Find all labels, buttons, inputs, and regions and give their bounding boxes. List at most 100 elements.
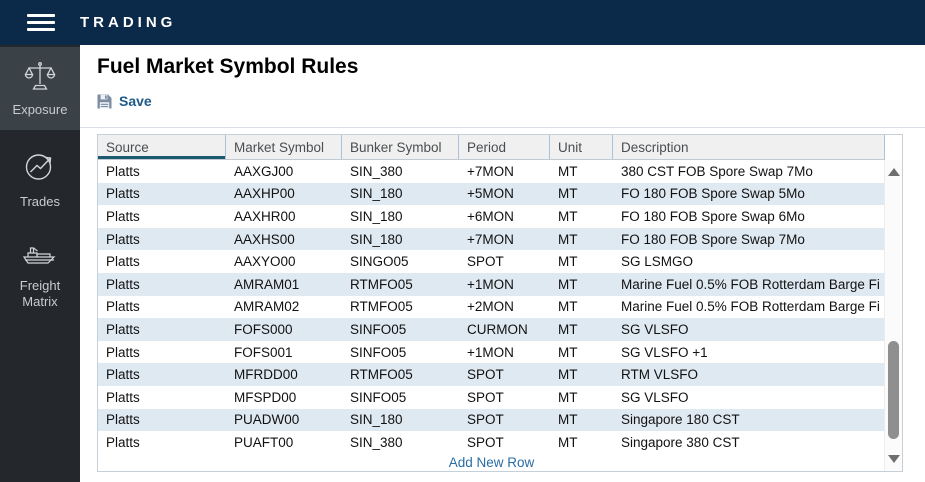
cell-unit[interactable]: MT xyxy=(558,367,578,383)
cell-period[interactable]: +7MON xyxy=(467,231,514,247)
sidebar-item-exposure[interactable]: Exposure xyxy=(0,47,80,130)
column-header-period[interactable]: Period xyxy=(459,135,550,159)
scroll-up-icon[interactable] xyxy=(888,168,900,176)
add-new-row-link[interactable]: Add New Row xyxy=(448,455,535,470)
cell-bunker-symbol[interactable]: RTMFO05 xyxy=(350,299,413,315)
cell-unit[interactable]: MT xyxy=(558,254,578,270)
column-header-description[interactable]: Description xyxy=(613,135,885,159)
table-row[interactable]: Platts MFRDD00 RTMFO05 SPOT MT RTM VLSFO xyxy=(98,363,885,386)
cell-period[interactable]: +7MON xyxy=(467,163,514,179)
cell-market-symbol[interactable]: AAXHR00 xyxy=(234,208,296,224)
cell-source[interactable]: Platts xyxy=(106,412,140,428)
column-header-market-symbol[interactable]: Market Symbol xyxy=(226,135,342,159)
cell-bunker-symbol[interactable]: RTMFO05 xyxy=(350,276,413,292)
table-row[interactable]: Platts AAXYO00 SINGO05 SPOT MT SG LSMGO xyxy=(98,250,885,273)
table-row[interactable]: Platts AAXGJ00 SIN_380 +7MON MT 380 CST … xyxy=(98,160,885,183)
column-header-bunker-symbol[interactable]: Bunker Symbol xyxy=(342,135,459,159)
table-row[interactable]: Platts AAXHR00 SIN_180 +6MON MT FO 180 F… xyxy=(98,205,885,228)
vertical-scrollbar[interactable] xyxy=(884,160,902,471)
cell-source[interactable]: Platts xyxy=(106,231,140,247)
cell-source[interactable]: Platts xyxy=(106,186,140,202)
cell-description[interactable]: Marine Fuel 0.5% FOB Rotterdam Barge Fi xyxy=(621,299,880,315)
cell-description[interactable]: Singapore 380 CST xyxy=(621,434,740,450)
cell-market-symbol[interactable]: MFSPD00 xyxy=(234,389,297,405)
cell-description[interactable]: SG VLSFO +1 xyxy=(621,344,708,360)
cell-source[interactable]: Platts xyxy=(106,367,140,383)
cell-source[interactable]: Platts xyxy=(106,208,140,224)
cell-bunker-symbol[interactable]: SIN_380 xyxy=(350,434,403,450)
cell-market-symbol[interactable]: PUAFT00 xyxy=(234,434,294,450)
cell-unit[interactable]: MT xyxy=(558,186,578,202)
cell-bunker-symbol[interactable]: SIN_180 xyxy=(350,231,403,247)
cell-source[interactable]: Platts xyxy=(106,163,140,179)
cell-period[interactable]: SPOT xyxy=(467,254,504,270)
cell-unit[interactable]: MT xyxy=(558,208,578,224)
cell-bunker-symbol[interactable]: SINFO05 xyxy=(350,389,407,405)
cell-description[interactable]: FO 180 FOB Spore Swap 5Mo xyxy=(621,186,805,202)
table-row[interactable]: Platts MFSPD00 SINFO05 SPOT MT SG VLSFO xyxy=(98,385,885,409)
cell-unit[interactable]: MT xyxy=(558,299,578,315)
cell-source[interactable]: Platts xyxy=(106,276,140,292)
cell-market-symbol[interactable]: FOFS001 xyxy=(234,344,293,360)
cell-unit[interactable]: MT xyxy=(558,321,578,337)
table-row[interactable]: Platts AAXHP00 SIN_180 +5MON MT FO 180 F… xyxy=(98,182,885,206)
cell-description[interactable]: Marine Fuel 0.5% FOB Rotterdam Barge Fi xyxy=(621,276,880,292)
table-row[interactable]: Platts AAXHS00 SIN_180 +7MON MT FO 180 F… xyxy=(98,227,885,251)
cell-period[interactable]: CURMON xyxy=(467,321,528,337)
cell-market-symbol[interactable]: AAXGJ00 xyxy=(234,163,294,179)
cell-period[interactable]: SPOT xyxy=(467,412,504,428)
cell-source[interactable]: Platts xyxy=(106,254,140,270)
cell-market-symbol[interactable]: AAXHS00 xyxy=(234,231,295,247)
table-row[interactable]: Platts AMRAM02 RTMFO05 +2MON MT Marine F… xyxy=(98,295,885,319)
cell-unit[interactable]: MT xyxy=(558,412,578,428)
cell-unit[interactable]: MT xyxy=(558,389,578,405)
cell-bunker-symbol[interactable]: SINGO05 xyxy=(350,254,409,270)
cell-description[interactable]: SG VLSFO xyxy=(621,389,689,405)
cell-bunker-symbol[interactable]: SIN_180 xyxy=(350,208,403,224)
cell-market-symbol[interactable]: FOFS000 xyxy=(234,321,293,337)
cell-bunker-symbol[interactable]: SIN_180 xyxy=(350,186,403,202)
cell-market-symbol[interactable]: PUADW00 xyxy=(234,412,300,428)
cell-period[interactable]: SPOT xyxy=(467,434,504,450)
cell-bunker-symbol[interactable]: RTMFO05 xyxy=(350,367,413,383)
save-button[interactable]: Save xyxy=(97,93,152,109)
column-header-source[interactable]: Source xyxy=(98,135,226,159)
cell-unit[interactable]: MT xyxy=(558,344,578,360)
table-row[interactable]: Platts PUADW00 SIN_180 SPOT MT Singapore… xyxy=(98,408,885,432)
cell-source[interactable]: Platts xyxy=(106,321,140,337)
cell-market-symbol[interactable]: AMRAM01 xyxy=(234,276,300,292)
table-row[interactable]: Platts FOFS001 SINFO05 +1MON MT SG VLSFO… xyxy=(98,340,885,364)
sidebar-item-freight-matrix[interactable]: Freight Matrix xyxy=(0,238,80,318)
cell-period[interactable]: +1MON xyxy=(467,344,514,360)
cell-description[interactable]: FO 180 FOB Spore Swap 6Mo xyxy=(621,208,805,224)
cell-description[interactable]: Singapore 180 CST xyxy=(621,412,740,428)
cell-source[interactable]: Platts xyxy=(106,344,140,360)
cell-unit[interactable]: MT xyxy=(558,276,578,292)
cell-period[interactable]: +6MON xyxy=(467,208,514,224)
sidebar-item-trades[interactable]: Trades xyxy=(0,148,80,212)
hamburger-menu-icon[interactable] xyxy=(27,10,55,35)
cell-period[interactable]: SPOT xyxy=(467,389,504,405)
cell-description[interactable]: SG VLSFO xyxy=(621,321,689,337)
cell-bunker-symbol[interactable]: SIN_180 xyxy=(350,412,403,428)
cell-source[interactable]: Platts xyxy=(106,434,140,450)
cell-market-symbol[interactable]: MFRDD00 xyxy=(234,367,298,383)
cell-description[interactable]: SG LSMGO xyxy=(621,254,694,270)
cell-period[interactable]: +1MON xyxy=(467,276,514,292)
cell-description[interactable]: RTM VLSFO xyxy=(621,367,699,383)
column-header-unit[interactable]: Unit xyxy=(550,135,613,159)
cell-unit[interactable]: MT xyxy=(558,434,578,450)
cell-bunker-symbol[interactable]: SINFO05 xyxy=(350,344,407,360)
cell-period[interactable]: +5MON xyxy=(467,186,514,202)
scrollbar-thumb[interactable] xyxy=(888,341,899,439)
cell-unit[interactable]: MT xyxy=(558,231,578,247)
cell-source[interactable]: Platts xyxy=(106,299,140,315)
cell-description[interactable]: 380 CST FOB Spore Swap 7Mo xyxy=(621,163,813,179)
cell-source[interactable]: Platts xyxy=(106,389,140,405)
table-row[interactable]: Platts AMRAM01 RTMFO05 +1MON MT Marine F… xyxy=(98,272,885,296)
cell-period[interactable]: SPOT xyxy=(467,367,504,383)
cell-bunker-symbol[interactable]: SIN_380 xyxy=(350,163,403,179)
cell-unit[interactable]: MT xyxy=(558,163,578,179)
table-row[interactable]: Platts FOFS000 SINFO05 CURMON MT SG VLSF… xyxy=(98,318,885,341)
cell-market-symbol[interactable]: AAXYO00 xyxy=(234,254,296,270)
